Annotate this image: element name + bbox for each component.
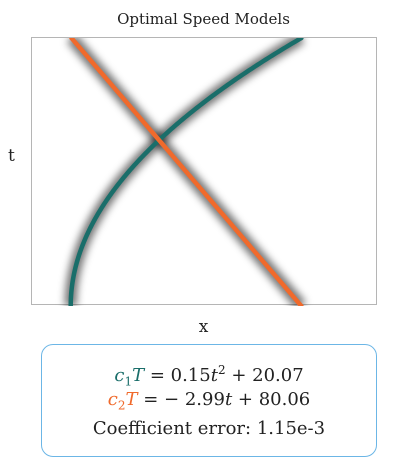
equation-2-sub: 2 xyxy=(117,398,126,413)
equation-1-rhs-pre: = 0.15 xyxy=(149,365,211,386)
chart-title: Optimal Speed Models xyxy=(117,10,290,28)
equation-2-lhs: c2T xyxy=(107,389,143,413)
x-axis-label: x xyxy=(198,317,209,337)
series-1-line xyxy=(68,38,304,306)
equation-2-var: T xyxy=(125,389,138,410)
equation-legend: c1T = 0.15t2 + 20.07 c2T = − 2.99t + 80.… xyxy=(41,344,377,457)
equation-2-rhs-pre: = − 2.99 xyxy=(143,389,225,410)
equation-1-lhs: c1T xyxy=(114,365,149,389)
y-axis-label: t xyxy=(8,146,15,166)
equation-1-sub: 1 xyxy=(124,374,133,389)
series-2-line xyxy=(69,38,304,306)
equation-1-rhs-post: + 20.07 xyxy=(225,365,304,386)
equation-1-coef: c xyxy=(114,365,125,386)
equation-2-coef: c xyxy=(107,389,118,410)
equation-1-var: T xyxy=(132,365,145,386)
equation-2-rhs-post: + 80.06 xyxy=(232,389,311,410)
plot-area xyxy=(31,37,377,306)
plot-svg xyxy=(64,38,306,306)
equation-1-exponent: 2 xyxy=(217,363,226,377)
equation-series-1: c1T = 0.15t2 + 20.07 xyxy=(42,356,376,389)
equation-series-2: c2T = − 2.99t + 80.06 xyxy=(42,385,376,414)
equation-2-rhs-var: t xyxy=(224,389,233,410)
coefficient-error: Coefficient error: 1.15e-3 xyxy=(92,418,326,439)
equation-1-rhs-var: t xyxy=(210,365,218,386)
